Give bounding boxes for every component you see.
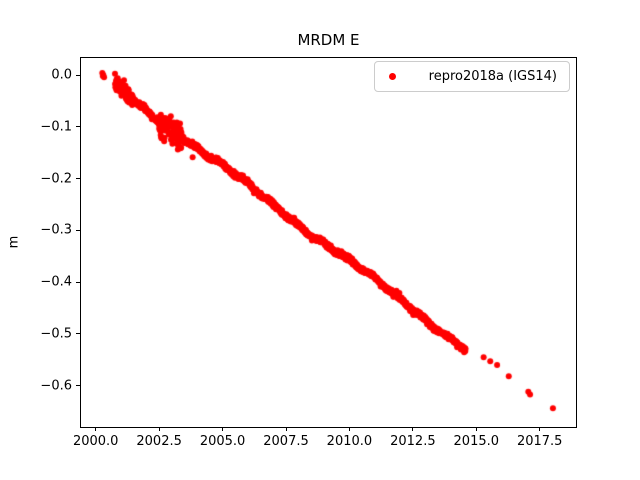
y-tick-label: −0.4 xyxy=(40,274,72,290)
x-tick-label: 2002.5 xyxy=(136,434,182,449)
y-tick-mark xyxy=(76,229,80,231)
x-tick-mark xyxy=(285,427,287,431)
x-tick-label: 2017.5 xyxy=(516,434,563,449)
x-tick-label: 2007.5 xyxy=(263,434,309,449)
y-tick-label: −0.2 xyxy=(40,171,72,187)
y-tick-label: −0.1 xyxy=(40,119,72,135)
y-tick-mark xyxy=(76,333,80,335)
legend-dot-marker-icon xyxy=(388,73,396,80)
x-tick-mark xyxy=(348,427,350,431)
x-tick-label: 2012.5 xyxy=(390,434,436,449)
y-tick-mark xyxy=(76,126,80,128)
scatter-points-canvas xyxy=(81,58,576,427)
y-tick-label: −0.6 xyxy=(40,378,72,394)
x-tick-mark xyxy=(475,427,477,431)
legend: repro2018a (IGS14) xyxy=(373,61,570,92)
x-tick-mark xyxy=(158,427,160,431)
legend-label: repro2018a (IGS14) xyxy=(428,69,557,84)
x-tick-mark xyxy=(412,427,414,431)
x-tick-label: 2015.0 xyxy=(453,434,500,449)
x-tick-mark xyxy=(222,427,224,431)
plot-area: repro2018a (IGS14) 2000.0 2002.5 2005.0 200… xyxy=(40,57,577,449)
x-tick-mark xyxy=(539,427,541,431)
y-tick-label: 0.0 xyxy=(51,67,72,83)
y-tick-label: −0.5 xyxy=(40,326,72,342)
x-tick-label: 2010.0 xyxy=(326,434,373,449)
y-tick-mark xyxy=(76,385,80,387)
y-tick-label: −0.3 xyxy=(40,222,72,238)
x-tick-label: 2005.0 xyxy=(199,434,246,449)
x-tick-label: 2000.0 xyxy=(72,434,119,449)
y-tick-mark xyxy=(76,178,80,180)
chart-title: MRDM E xyxy=(297,31,360,49)
y-tick-mark xyxy=(76,74,80,76)
y-tick-mark xyxy=(76,281,80,283)
y-axis-label: m xyxy=(6,235,22,249)
x-tick-mark xyxy=(95,427,97,431)
